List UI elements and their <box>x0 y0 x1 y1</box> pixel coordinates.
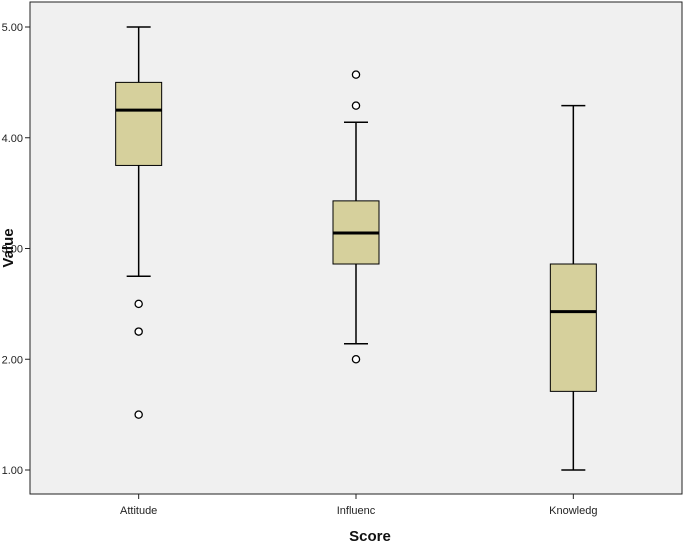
x-axis: Attitude Influenc Knowledg <box>120 494 597 517</box>
y-axis: 1.00 2.00 3.00 4.00 5.00 <box>2 22 30 477</box>
x-tick-label: Influenc <box>337 505 376 517</box>
box-iqr <box>115 81 163 166</box>
x-axis-title: Score <box>349 528 391 544</box>
x-tick-label: Knowledg <box>549 505 597 517</box>
y-tick-label: 2.00 <box>2 354 23 366</box>
outlier-point <box>351 354 361 364</box>
boxes-group <box>115 26 597 471</box>
outlier-point <box>134 299 143 309</box>
y-axis-title: Value <box>0 228 17 267</box>
x-tick-label: Attitude <box>120 505 157 517</box>
outlier-point <box>134 327 143 336</box>
y-tick-label: 4.00 <box>2 133 23 145</box>
outlier-point <box>134 410 143 419</box>
y-tick-label: 1.00 <box>2 465 23 477</box>
outlier-point <box>351 101 361 110</box>
y-tick-label: 5.00 <box>2 22 23 34</box>
outlier-point <box>351 70 361 79</box>
y-tick-label: 3.00 <box>2 244 23 256</box>
box-iqr <box>549 263 597 392</box>
